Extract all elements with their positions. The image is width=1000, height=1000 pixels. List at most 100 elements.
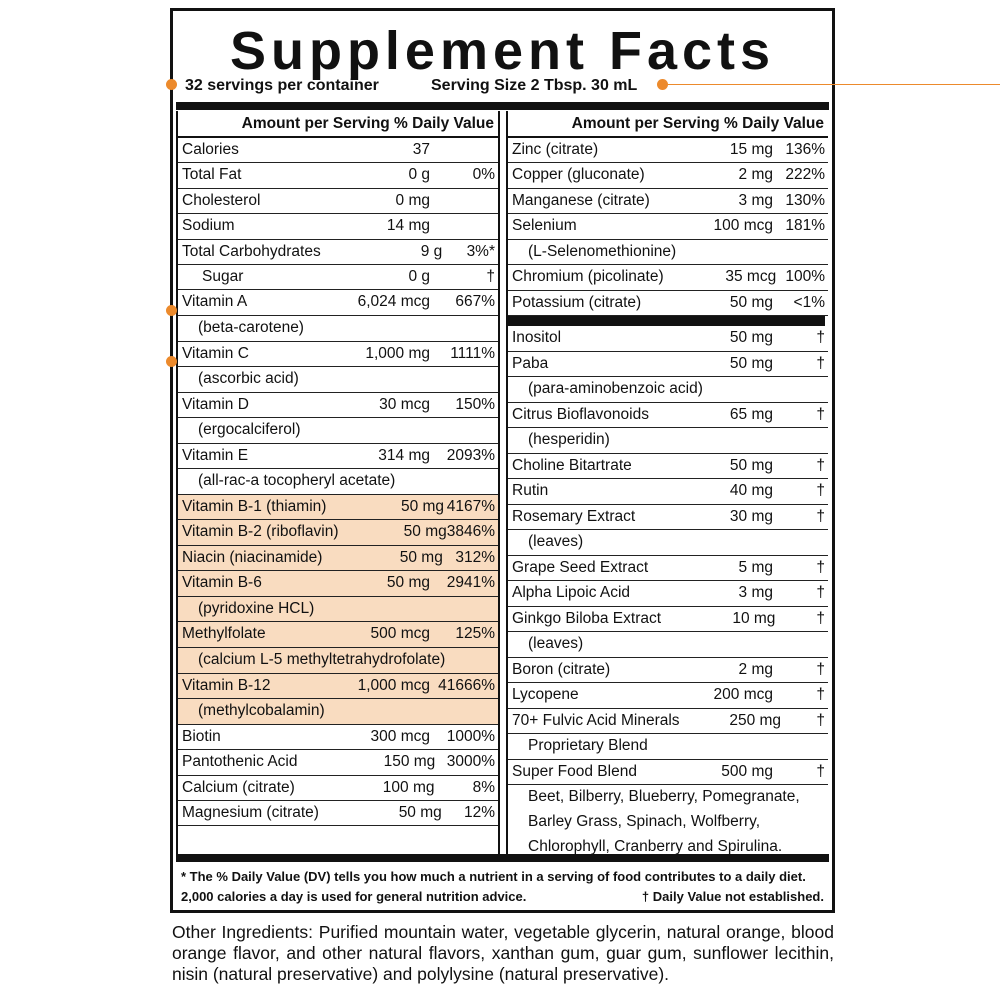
nutrient-name: Inositol — [512, 329, 562, 347]
nutrient-name: Citrus Bioflavonoids — [512, 405, 649, 423]
nutrient-line: Magnesium (citrate) 50 mg 12% — [178, 801, 498, 825]
amount: 65 mg — [729, 405, 773, 423]
nutrient-name: Ginkgo Biloba Extract — [512, 609, 662, 627]
nutrient-name: Vitamin B-2 (riboflavin) — [182, 523, 339, 541]
daily-value: † — [816, 456, 825, 474]
nutrient-row: Alpha Lipoic Acid 3 mg † — [508, 581, 828, 607]
daily-value: † — [486, 267, 495, 285]
amount: 0 g — [408, 267, 430, 285]
serving-size: Serving Size 2 Tbsp. 30 mL — [431, 77, 638, 94]
nutrient-detail: Beet, Bilberry, Blueberry, Pomegranate, … — [508, 784, 828, 859]
nutrient-row: Vitamin B-12 1,000 mcg 41666% (methylcobala… — [178, 673, 498, 725]
amount: 500 mcg — [370, 625, 430, 643]
daily-value: 8% — [472, 778, 495, 796]
nutrient-line: Vitamin E 314 mg 2093% — [178, 444, 498, 468]
footnote-line: 2,000 calories a day is used for general… — [181, 887, 824, 907]
nutrient-row: Pantothenic Acid 150 mg 3000% — [178, 750, 498, 776]
nutrient-detail: (methylcobalamin) — [178, 698, 498, 724]
daily-value: † — [816, 660, 825, 678]
footnote-text: † Daily Value not established. — [641, 889, 824, 904]
nutrient-row: Selenium 100 mcg 181% (L-Selenomethionine) — [508, 214, 828, 266]
amount: 100 mcg — [713, 217, 773, 235]
nutrient-line: Total Fat 0 g 0% — [178, 163, 498, 187]
amount: 10 mg — [732, 609, 776, 627]
nutrient-line: Boron (citrate) 2 mg † — [508, 658, 828, 682]
daily-value: 222% — [785, 166, 825, 184]
nutrient-line: Vitamin B-6 50 mg 2941% — [178, 571, 498, 595]
daily-value — [430, 189, 498, 213]
nutrient-row: Sodium 14 mg — [178, 214, 498, 240]
amount: 3 mg — [738, 584, 773, 602]
amount: 50 mg — [399, 548, 443, 566]
nutrient-line: Selenium 100 mcg 181% — [508, 214, 828, 238]
daily-value: † — [816, 762, 825, 780]
nutrient-name: Boron (citrate) — [512, 660, 611, 678]
nutrient-name: Sodium — [182, 217, 235, 235]
nutrient-row: Rosemary Extract 30 mg † (leaves) — [508, 505, 828, 556]
nutrient-name: Vitamin C — [182, 344, 249, 362]
amount: 50 mg — [403, 523, 447, 541]
nutrient-line: Zinc (citrate) 15 mg 136% — [508, 138, 828, 162]
nutrient-line: Pantothenic Acid 150 mg 3000% — [178, 750, 498, 774]
nutrient-name: 70+ Fulvic Acid Minerals — [512, 711, 680, 729]
column-header: Amount per Serving % Daily Value — [508, 111, 828, 138]
nutrient-row: Ginkgo Biloba Extract 10 mg † (leaves) — [508, 607, 828, 658]
daily-value: † — [816, 507, 825, 525]
nutrient-detail: (leaves) — [508, 631, 828, 657]
amount: 15 mg — [729, 141, 773, 158]
amount: 100 mg — [382, 778, 435, 796]
daily-value: 3000% — [446, 753, 495, 771]
amount: 35 mcg — [725, 268, 777, 286]
nutrient-name: Calories — [182, 141, 239, 158]
daily-value: † — [816, 329, 825, 347]
nutrient-name: Lycopene — [512, 686, 579, 704]
nutrient-row: Boron (citrate) 2 mg † — [508, 658, 828, 684]
other-ingredients: Other Ingredients: Purified mountain wat… — [172, 922, 834, 984]
nutrient-name: Niacin (niacinamide) — [182, 548, 323, 566]
daily-value: † — [816, 711, 825, 729]
amount: 300 mcg — [370, 727, 430, 745]
nutrient-detail: (leaves) — [508, 529, 828, 555]
thick-rule — [176, 854, 829, 862]
nutrient-name: Potassium (citrate) — [512, 293, 642, 311]
nutrient-line: Niacin (niacinamide) 50 mg 312% — [178, 546, 498, 570]
nutrient-name: Vitamin B-6 — [182, 574, 262, 592]
daily-value: 1111% — [450, 344, 495, 362]
nutrient-line: Potassium (citrate) 50 mg <1% — [508, 291, 828, 315]
nutrient-row: Inositol 50 mg † — [508, 326, 828, 352]
daily-value: † — [816, 482, 825, 500]
nutrient-row: Vitamin B-6 50 mg 2941% (pyridoxine HCL) — [178, 571, 498, 623]
thick-rule — [508, 316, 825, 327]
nutrient-line: Alpha Lipoic Acid 3 mg † — [508, 581, 828, 605]
facts-panel: Supplement Facts 32 servings per contain… — [170, 8, 835, 913]
nutrient-row: Niacin (niacinamide) 50 mg 312% — [178, 545, 498, 572]
nutrient-name: Rosemary Extract — [512, 507, 636, 525]
daily-value: 136% — [785, 141, 825, 158]
amount: 9 g — [420, 242, 443, 260]
nutrient-row: Paba 50 mg † (para-aminobenzoic acid) — [508, 352, 828, 403]
nutrient-row: Chromium (picolinate) 35 mcg 100% — [508, 265, 828, 291]
amount: 1,000 mcg — [357, 676, 430, 694]
nutrient-name: Chromium (picolinate) — [512, 268, 664, 286]
nutrient-line: Grape Seed Extract 5 mg † — [508, 556, 828, 580]
daily-value: 0% — [472, 166, 495, 184]
amount: 50 mg — [729, 293, 773, 311]
nutrient-row: Vitamin D 30 mcg 150% (ergocalciferol) — [178, 393, 498, 444]
daily-value: † — [816, 609, 825, 627]
daily-value — [430, 214, 498, 238]
nutrient-row: Lycopene 200 mcg † — [508, 683, 828, 709]
nutrient-line: Cholesterol 0 mg — [178, 189, 498, 213]
amount: 5 mg — [738, 558, 773, 576]
nutrient-name: Magnesium (citrate) — [182, 804, 319, 821]
column-header: Amount per Serving % Daily Value — [178, 111, 498, 138]
nutrient-row: Vitamin B-2 (riboflavin) 50 mg 3846% — [178, 520, 498, 546]
nutrient-name: Manganese (citrate) — [512, 191, 650, 209]
daily-value: 3%* — [466, 242, 495, 260]
nutrient-line: Methylfolate 500 mcg 125% — [178, 622, 498, 646]
nutrient-name: Zinc (citrate) — [512, 141, 599, 158]
nutrient-line: Vitamin B-1 (thiamin) 50 mg 4167% — [178, 495, 498, 519]
daily-value: 41666% — [438, 676, 495, 694]
nutrient-line: Inositol 50 mg † — [508, 326, 828, 350]
nutrient-name: Selenium — [512, 217, 577, 235]
